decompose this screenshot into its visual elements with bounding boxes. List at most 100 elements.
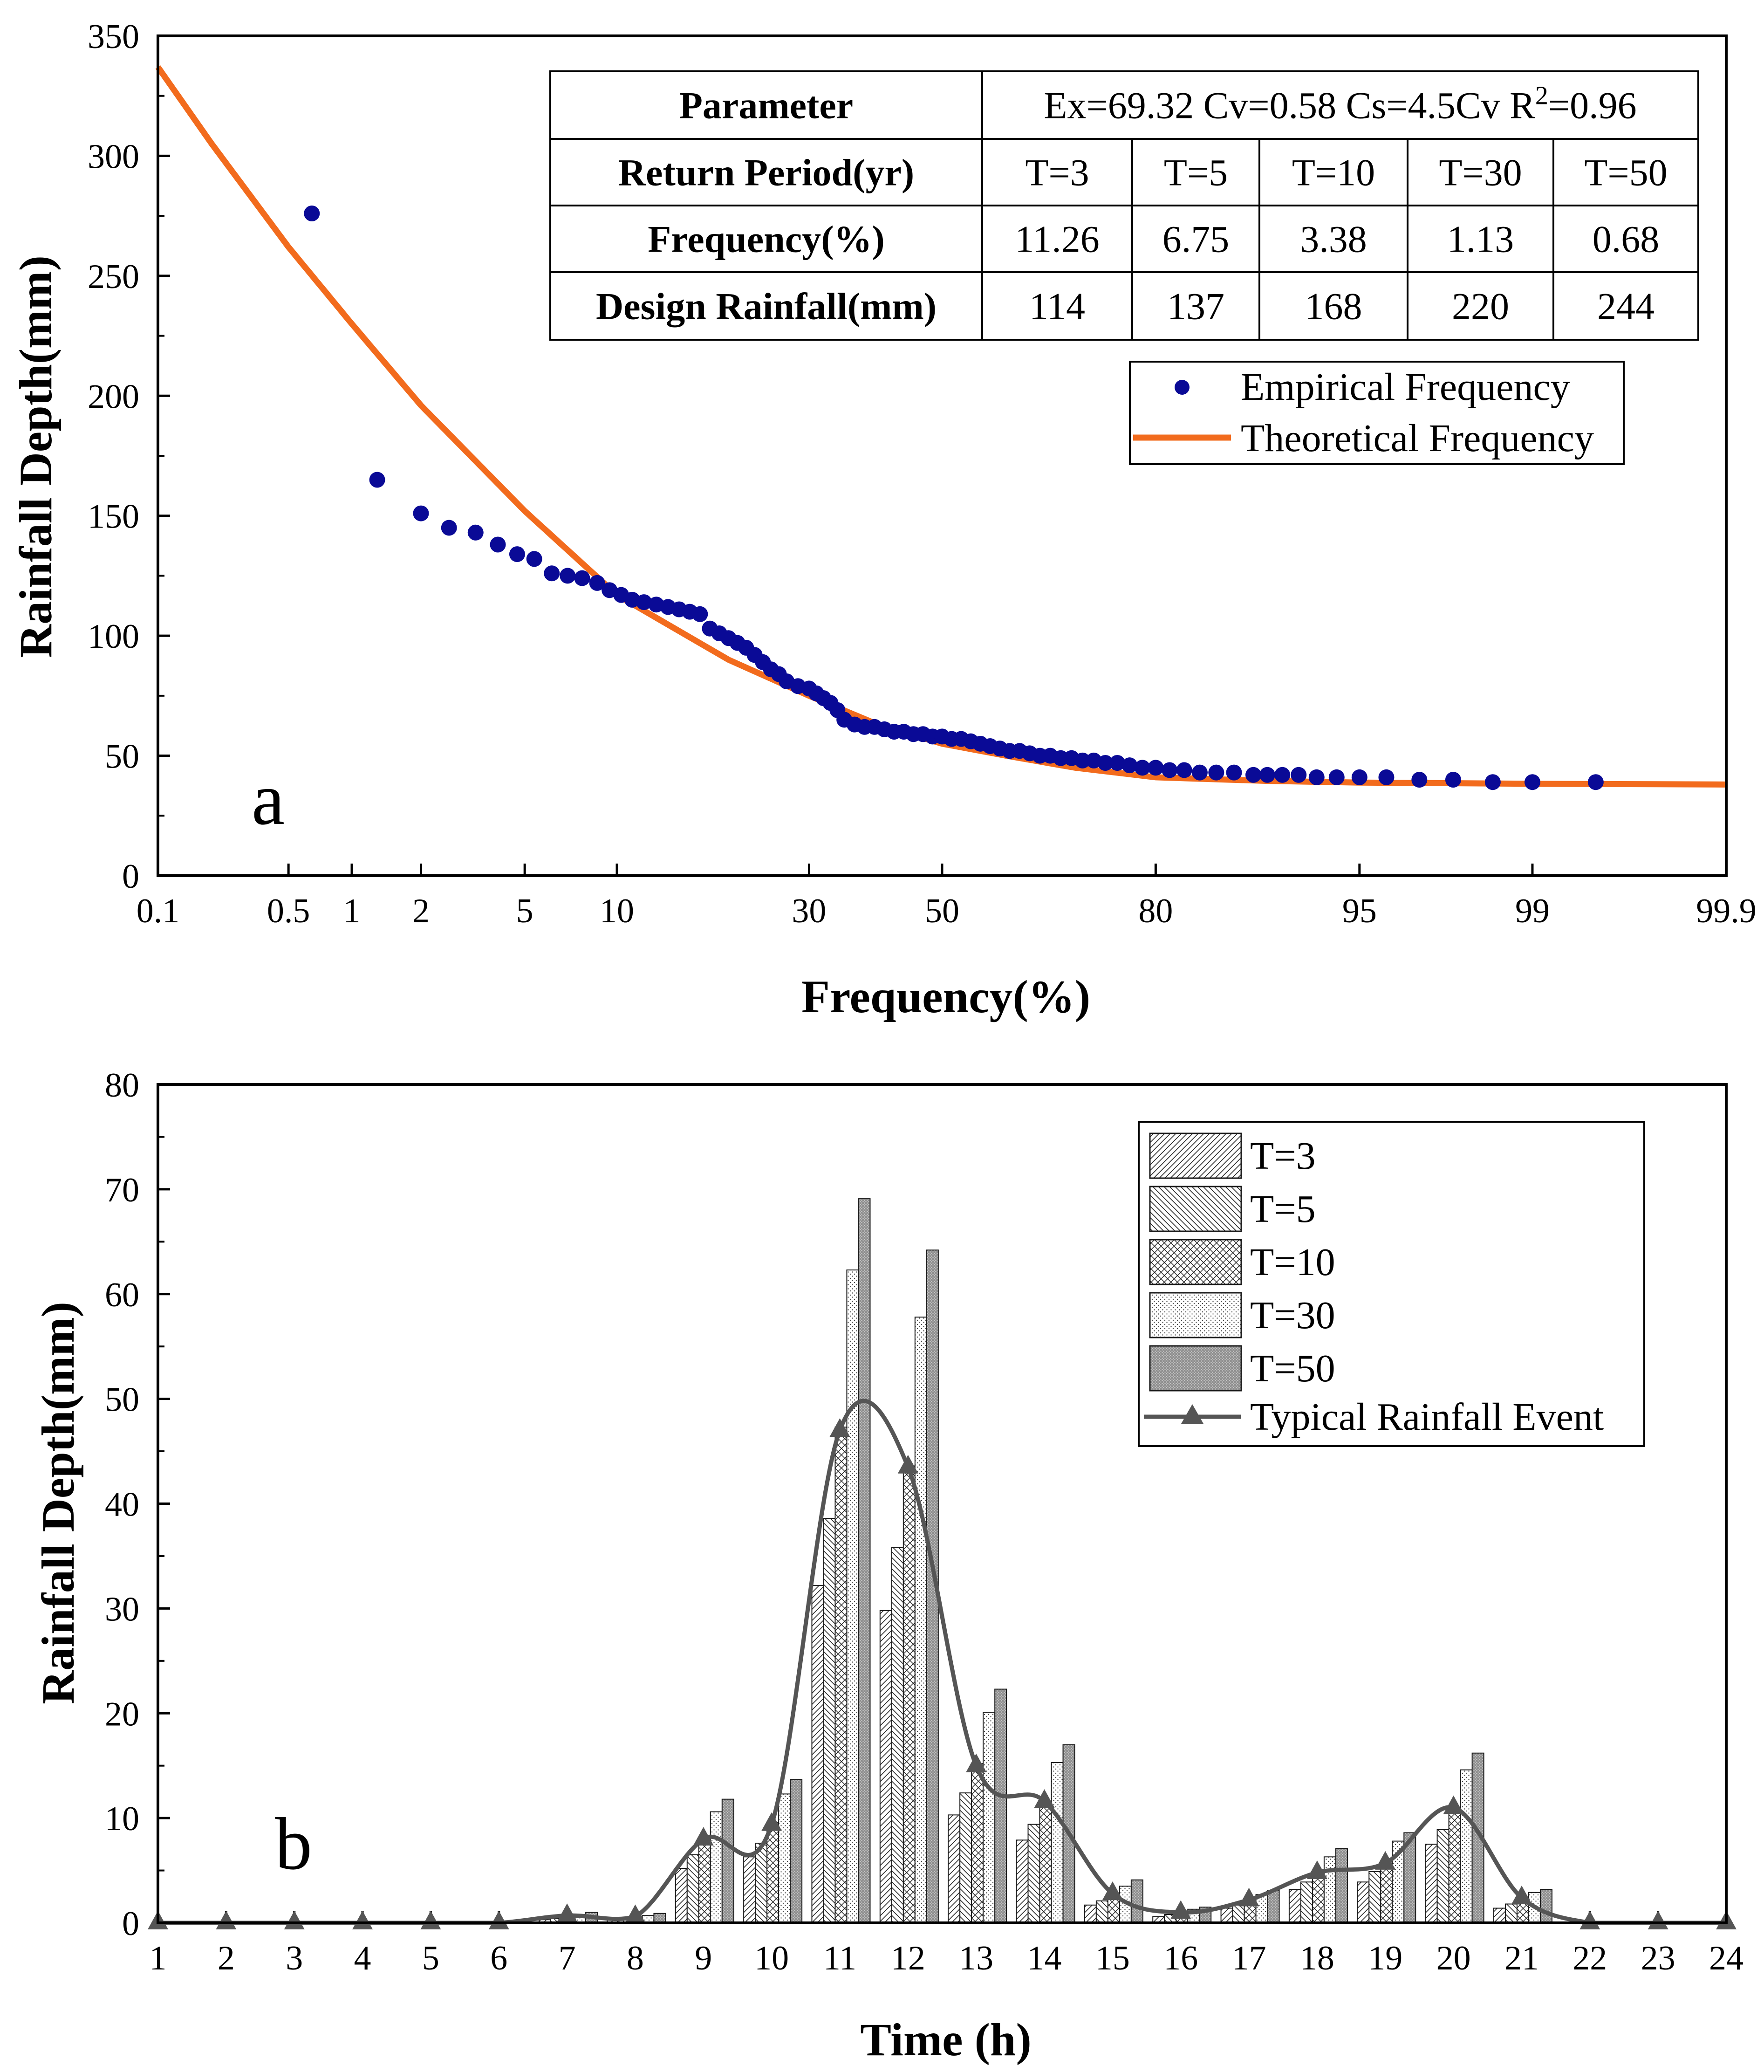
legend-label-t50: T=50 [1250,1347,1335,1390]
bar-t50 [1539,1889,1552,1924]
legend-swatch-t50 [1149,1345,1242,1392]
legend-empirical-marker [1175,380,1190,395]
bar-t10 [1312,1871,1325,1924]
table-cell: 114 [1029,285,1085,328]
panel-a-x-tick-label: 99.9 [1696,892,1757,930]
empirical-point [1328,769,1345,785]
typical-rainfall-event-markers [148,1418,1737,1929]
panel-a-legend-box [1129,361,1625,465]
panel-b-y-tick-label: 40 [105,1486,139,1524]
empirical-point [636,594,652,611]
bar-t50 [1130,1879,1143,1924]
bar-t3 [811,1585,824,1924]
empirical-point [1074,752,1091,768]
panel-b-x-tick-label: 2 [218,1939,235,1977]
typical-event-marker [1375,1851,1396,1870]
typical-event-marker [829,1418,850,1437]
typical-event-marker [1306,1860,1327,1880]
panel-b-x-tick-label: 19 [1368,1939,1402,1977]
empirical-point [1176,762,1192,778]
panel-b-x-tick-label: 20 [1436,1939,1471,1977]
panel-a-y-tick-label: 100 [88,617,139,656]
empirical-point [560,568,576,584]
bar-t10 [1380,1860,1393,1923]
empirical-point [413,505,429,521]
bar-t30 [778,1793,791,1924]
table-cell: 3.38 [1300,218,1367,261]
panel-a-x-tick-label: 5 [516,892,533,930]
table-parameter-value: Ex=69.32 Cv=0.58 Cs=4.5Cv R2=0.96 [1044,82,1636,127]
panel-b-legend-items: T=3 T=5 T=10 T=30 T=50 [1149,1132,1335,1392]
empirical-point [1308,769,1325,785]
bar-t5 [1095,1900,1108,1924]
empirical-point [467,524,484,541]
empirical-point [1109,755,1125,771]
bar-t3 [675,1868,688,1923]
empirical-point [1291,767,1307,783]
table-cell: T=10 [1292,151,1375,194]
bar-t50 [790,1778,803,1923]
panel-a-x-tick-label: 1 [343,892,361,930]
panel-a: 0.1 0.5 1 2 5 10 30 50 80 95 99 99.9 0 50 100 150 200 250… [10,18,1757,1022]
bar-t50 [858,1198,871,1923]
panel-b-x-tick-label: 10 [754,1939,789,1977]
bar-t30 [1460,1769,1473,1924]
panel-b-x-tick-label: 5 [422,1939,439,1977]
legend-label-t30: T=30 [1250,1294,1335,1337]
panel-b-x-tick-label: 22 [1573,1939,1607,1977]
bar-t50 [1267,1890,1280,1924]
panel-a-x-tick-label: 30 [792,892,826,930]
bar-t30 [914,1317,927,1923]
panel-b-x-tick-label: 24 [1709,1939,1743,1977]
bar-t3 [879,1610,892,1924]
empirical-point [1274,767,1291,783]
empirical-point [1378,769,1395,785]
empirical-point [1121,757,1138,774]
panel-b-y-tick-label: 80 [105,1066,139,1105]
empirical-point [1134,760,1150,776]
legend-label-t10: T=10 [1250,1241,1335,1284]
table-cell: 137 [1167,285,1224,328]
panel-a-y-tick-label: 300 [88,137,139,176]
bar-t5 [891,1547,904,1923]
bar-t50 [1335,1848,1348,1924]
bar-t5 [1504,1903,1518,1923]
table-cell: 0.68 [1593,218,1660,261]
bar-t3 [1220,1907,1233,1924]
empirical-point [574,570,590,586]
typical-rainfall-event-line [158,1399,1726,1925]
typical-event-marker [284,1911,305,1929]
empirical-point [1445,772,1461,788]
panel-b-x-tick-label: 11 [823,1939,856,1977]
empirical-point [1245,767,1261,783]
empirical-point [1524,774,1540,790]
bar-t10 [971,1763,984,1923]
panel-a-y-tick-label: 50 [105,738,139,776]
typical-event-marker [761,1812,782,1831]
panel-a-ticks: 0.1 0.5 1 2 5 10 30 50 80 95 99 99.9 0 50 100 150 200 250… [88,18,1757,930]
panel-b-x-tick-label: 9 [695,1939,712,1977]
bar-t10 [1448,1808,1461,1923]
empirical-point [1351,769,1367,785]
panel-a-y-tick-label: 350 [88,18,139,56]
bar-t5 [959,1792,972,1924]
panel-a-x-tick-label: 50 [925,892,959,930]
empirical-point [369,472,385,488]
typical-event-marker [1648,1911,1668,1929]
panel-b-x-tick-label: 6 [490,1939,507,1977]
panel-b-x-tick-label: 3 [286,1939,303,1977]
panel-b: 1 2 3 4 5 6 7 8 9 10 11 12 13 14 15 16 17 18 19 20 21 22 23 240… [32,1066,1743,2065]
panel-b-x-tick-label: 13 [959,1939,993,1977]
parameter-table: Parameter Ex=69.32 Cv=0.58 Cs=4.5Cv R2=0.… [549,70,1699,341]
bar-t3 [1084,1904,1097,1923]
empirical-point [1259,767,1275,783]
table-cell: 168 [1305,285,1362,328]
panel-b-x-tick-label: 7 [559,1939,576,1977]
empirical-point [304,205,320,221]
table-cell: 220 [1452,285,1509,328]
table-cell: 244 [1597,285,1655,328]
panel-b-y-axis-label: Rainfall Depth(mm) [32,1302,84,1704]
legend-empirical-label: Empirical Frequency [1241,365,1570,409]
empirical-point [1411,772,1428,788]
typical-event-marker [1170,1900,1191,1919]
